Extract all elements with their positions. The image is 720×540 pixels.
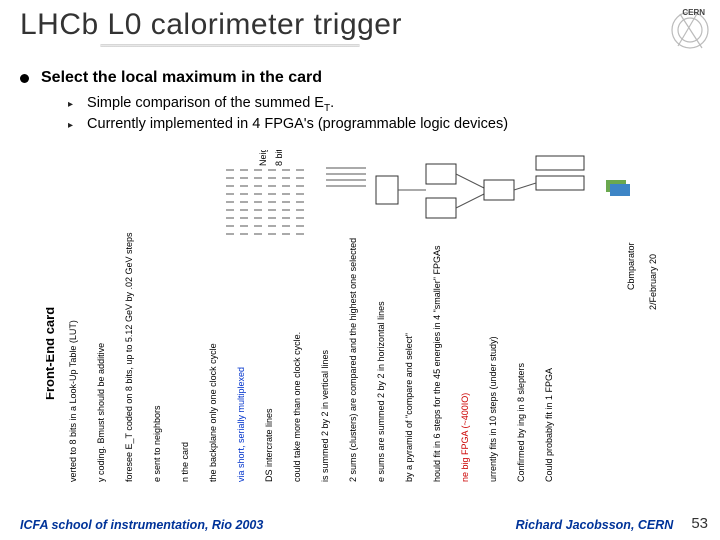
figure-rotated-line: DS intercrate lines [264, 408, 274, 482]
svg-text:8 bit vals: 8 bit vals [274, 150, 284, 166]
page-title: LHCb L0 calorimeter trigger [20, 8, 700, 42]
figure-rotated-line: the backplane only one clock cycle [208, 343, 218, 482]
sub-bullet-text: Currently implemented in 4 FPGA's (progr… [87, 116, 508, 132]
sub-bullet-list: ▸ Simple comparison of the summed ET. ▸ … [68, 95, 700, 132]
main-bullet-text: Select the local maximum in the card [41, 69, 322, 87]
title-underline [100, 44, 360, 47]
sub-bullet-text: Simple comparison of the summed ET. [87, 95, 334, 114]
figure-small-logo [606, 180, 630, 196]
sub-bullet-item: ▸ Simple comparison of the summed ET. [68, 95, 700, 114]
figure-rotated-line: e sent to neighbors [152, 405, 162, 482]
main-bullet-row: Select the local maximum in the card [20, 69, 700, 87]
chevron-right-icon: ▸ [68, 120, 73, 131]
svg-text:Neighbors: Neighbors [258, 150, 268, 166]
bullet-dot-icon [20, 74, 29, 83]
chevron-right-icon: ▸ [68, 99, 73, 110]
figure-rotated-line: ne big FPGA (~400IO) [460, 393, 470, 482]
diagram-figure: verted to 8 bits in a Look-Up Table (LUT… [46, 150, 676, 490]
figure-rotated-line: by a pyramid of "compare and select" [404, 333, 414, 482]
figure-rotated-line: via short, serially multiplexed [236, 367, 246, 482]
figure-rotated-line: foresee E_T coded on 8 bits, up to 5.12 … [124, 232, 134, 482]
title-bar: LHCb L0 calorimeter trigger CERN [0, 0, 720, 51]
figure-left-label: Front-End card [46, 307, 57, 400]
figure-rotated-line: verted to 8 bits in a Look-Up Table (LUT… [68, 320, 78, 482]
figure-rotated-line: Confirmed by ing in 8 slepters [516, 362, 526, 482]
sub-bullet-item: ▸ Currently implemented in 4 FPGA's (pro… [68, 116, 700, 132]
figure-rotated-line: n the card [180, 442, 190, 482]
figure-schematic: Neighbors 8 bit vals [226, 150, 584, 234]
figure-rotated-line: urrently fits in 10 steps (under study) [488, 336, 498, 482]
figure-right-label-2: 2/February 20 [648, 254, 658, 310]
figure-right-label-1: Cbmparator [626, 242, 636, 290]
figure-rotated-line: is summed 2 by 2 in vertical lines [320, 349, 330, 482]
content-area: Select the local maximum in the card ▸ S… [0, 51, 720, 132]
cern-label: CERN [682, 8, 705, 17]
footer-right-text: Richard Jacobsson, CERN [516, 518, 674, 532]
page-number: 53 [691, 515, 708, 532]
figure-rotated-line: y coding. Bmust should be additive [96, 343, 106, 482]
figure-rotated-line: Could probably fit in 1 FPGA [544, 368, 554, 482]
figure-rotated-line: could take more than one clock cycle. [292, 332, 302, 482]
figure-rotated-line: hould fit in 6 steps for the 45 energies… [432, 245, 442, 482]
footer: ICFA school of instrumentation, Rio 2003… [0, 515, 720, 532]
figure-rotated-line: e sums are summed 2 by 2 in horizontal l… [376, 301, 386, 482]
footer-left-text: ICFA school of instrumentation, Rio 2003 [20, 518, 263, 532]
figure-rotated-line: 2 sums (clusters) are compared and the h… [348, 238, 358, 482]
